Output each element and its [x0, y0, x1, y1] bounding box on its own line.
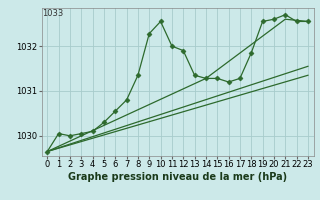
- Text: 1033: 1033: [42, 9, 63, 18]
- X-axis label: Graphe pression niveau de la mer (hPa): Graphe pression niveau de la mer (hPa): [68, 172, 287, 182]
